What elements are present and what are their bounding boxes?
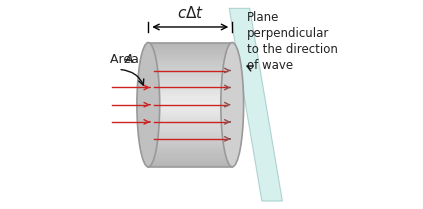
- Bar: [148, 69, 232, 71]
- Bar: [148, 154, 232, 157]
- Bar: [148, 159, 232, 161]
- Bar: [148, 165, 232, 167]
- Bar: [148, 111, 232, 113]
- Bar: [148, 117, 232, 119]
- Bar: [148, 105, 232, 107]
- Bar: [148, 125, 232, 127]
- Bar: [148, 150, 232, 152]
- Bar: [148, 53, 232, 55]
- Bar: [148, 45, 232, 47]
- Bar: [148, 138, 232, 140]
- Bar: [148, 63, 232, 65]
- Bar: [148, 71, 232, 74]
- Bar: [148, 47, 232, 49]
- Bar: [148, 152, 232, 154]
- Bar: [148, 80, 232, 82]
- Bar: [148, 157, 232, 159]
- Bar: [148, 55, 232, 57]
- Bar: [148, 132, 232, 134]
- Text: A: A: [125, 53, 133, 66]
- Bar: [148, 140, 232, 142]
- Bar: [148, 113, 232, 115]
- Bar: [148, 109, 232, 111]
- Bar: [148, 42, 232, 45]
- Bar: [148, 88, 232, 90]
- Bar: [148, 148, 232, 150]
- Bar: [148, 67, 232, 69]
- Bar: [148, 86, 232, 88]
- Bar: [148, 65, 232, 67]
- Bar: [148, 49, 232, 51]
- Bar: [148, 136, 232, 138]
- Ellipse shape: [221, 42, 244, 167]
- Text: Area: Area: [110, 53, 143, 66]
- Bar: [148, 76, 232, 78]
- Bar: [148, 98, 232, 101]
- Bar: [148, 107, 232, 109]
- Bar: [148, 144, 232, 146]
- Bar: [148, 59, 232, 61]
- Bar: [148, 51, 232, 53]
- Bar: [148, 163, 232, 165]
- Bar: [148, 134, 232, 136]
- Bar: [148, 119, 232, 121]
- Bar: [148, 78, 232, 80]
- Bar: [148, 161, 232, 163]
- Bar: [148, 61, 232, 63]
- Bar: [148, 82, 232, 84]
- Bar: [148, 123, 232, 125]
- Bar: [148, 127, 232, 130]
- Bar: [148, 103, 232, 105]
- Bar: [148, 146, 232, 148]
- Bar: [148, 92, 232, 94]
- Bar: [148, 96, 232, 98]
- Bar: [148, 115, 232, 117]
- Text: $c\Delta t$: $c\Delta t$: [177, 5, 204, 21]
- Bar: [148, 130, 232, 132]
- Bar: [148, 101, 232, 103]
- Ellipse shape: [137, 42, 160, 167]
- Bar: [148, 142, 232, 144]
- Bar: [148, 57, 232, 59]
- Text: Plane
perpendicular
to the direction
of wave: Plane perpendicular to the direction of …: [247, 11, 338, 73]
- Polygon shape: [229, 8, 283, 201]
- Bar: [148, 90, 232, 92]
- Bar: [148, 94, 232, 96]
- Bar: [148, 74, 232, 76]
- Bar: [148, 84, 232, 86]
- Bar: [148, 121, 232, 123]
